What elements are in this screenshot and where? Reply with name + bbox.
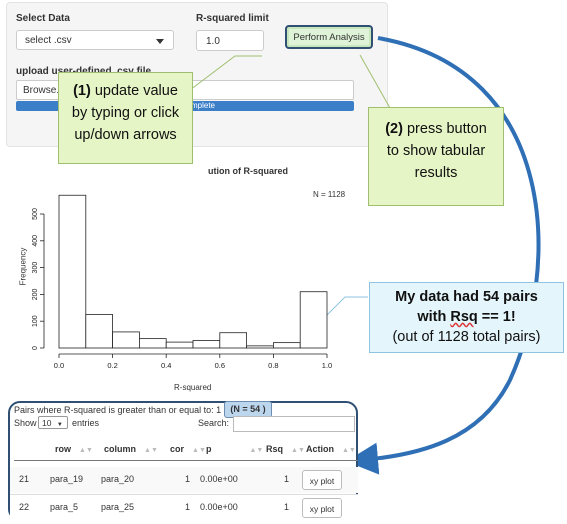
callout1-text2: by typing or click — [71, 105, 180, 121]
row-index: 21 — [19, 474, 30, 484]
header-divider — [14, 460, 358, 461]
col-header-column[interactable]: column ▲▼ — [104, 444, 158, 454]
callout1-text1: update value — [90, 83, 178, 99]
entries-select[interactable]: 10 ▼ — [38, 416, 68, 429]
cell-column: para_20 — [101, 474, 135, 484]
x-tick-label: 1.0 — [322, 361, 332, 370]
table-row: 22 para_5 para_25 1 0.00e+00 1 xy plot — [10, 494, 358, 521]
col-row-label: row — [55, 444, 72, 454]
n-label: N = 1128 — [313, 190, 346, 199]
sort-icon: ▲▼ — [79, 447, 93, 454]
col-header-rsq[interactable]: Rsq ▲▼ — [266, 444, 305, 454]
flow-arrow — [346, 36, 541, 475]
callout2-step: (2) — [385, 121, 403, 137]
y-tick-label: 400 — [32, 235, 39, 247]
histogram-bar — [272, 342, 301, 349]
data-select-value: select .csv — [25, 35, 72, 46]
col-cor-label: cor — [170, 444, 185, 454]
data-select[interactable]: select .csv — [16, 30, 174, 50]
histogram-bar — [58, 194, 87, 349]
perform-analysis-button[interactable]: Perform Analysis — [285, 25, 373, 49]
callout3-rsq: Rsq — [450, 309, 478, 325]
sort-icon: ▲▼ — [144, 447, 158, 454]
callout1-text3: up/down arrows — [74, 127, 177, 143]
callout3-line2: with Rsq == 1! — [370, 307, 563, 327]
col-action-label: Action — [306, 444, 334, 454]
xy-plot-button[interactable]: xy plot — [302, 498, 342, 518]
cell-rsq: 1 — [284, 502, 290, 512]
y-tick-label: 300 — [32, 262, 39, 274]
table-row: 21 para_19 para_20 1 0.00e+00 1 xy plot — [10, 467, 358, 493]
y-tick-label: 500 — [32, 208, 39, 220]
callout-press-button: (2) press button to show tabular results — [368, 107, 504, 206]
col-header-row[interactable]: row ▲▼ — [55, 444, 93, 454]
row-index: 22 — [19, 502, 30, 512]
histogram-bar — [138, 338, 167, 349]
callout-update-value: (1) update value by typing or click up/d… — [58, 72, 193, 164]
table-title: Pairs where R-squared is greater than or… — [14, 405, 222, 415]
y-tick-label: 100 — [32, 315, 39, 327]
histogram-bar — [85, 314, 114, 349]
col-column-label: column — [104, 444, 137, 454]
col-rsq-label: Rsq — [266, 444, 284, 454]
col-p-label: p — [206, 444, 212, 454]
show-label: Show — [14, 418, 37, 428]
chevron-down-icon — [156, 39, 164, 44]
callout3-line2c: == 1! — [477, 309, 516, 325]
histogram-bar — [165, 341, 194, 349]
x-tick-label: 0.2 — [107, 361, 117, 370]
callout2-text3: results — [414, 165, 458, 181]
histogram-bar — [246, 345, 274, 349]
callout2-leader — [359, 54, 391, 109]
histogram-bar — [112, 331, 140, 349]
callout1-leader — [189, 55, 262, 91]
callout3-line1: My data had 54 pairs — [395, 289, 538, 305]
cell-p: 0.00e+00 — [200, 474, 238, 484]
callout3-line3: (out of 1128 total pairs) — [392, 329, 541, 345]
sort-icon: ▲▼ — [291, 447, 305, 454]
cell-p: 0.00e+00 — [200, 502, 238, 512]
rsq-limit-label: R-squared limit — [196, 13, 269, 24]
sort-icon: ▲▼ — [249, 447, 264, 454]
upload-label: upload user-defined .csv file — [16, 66, 151, 77]
x-tick-label: 0.8 — [268, 361, 278, 370]
callout2-text1: press button — [402, 121, 487, 137]
callout1-step: (1) — [73, 83, 91, 99]
y-tick-label: 0 — [32, 346, 39, 350]
browse-button[interactable]: Browse... — [23, 85, 65, 96]
col-header-action[interactable]: Action ▲▼ — [306, 444, 356, 454]
cell-row: para_19 — [50, 474, 84, 484]
select-data-label: Select Data — [16, 13, 70, 24]
entries-value: 10 — [42, 418, 52, 428]
callout2-text2: to show tabular — [386, 143, 486, 159]
callout-result-summary: My data had 54 pairs with Rsq == 1! (out… — [369, 282, 564, 353]
xy-plot-button[interactable]: xy plot — [302, 470, 342, 490]
cell-row: para_5 — [50, 502, 79, 512]
histogram-bar — [299, 291, 328, 349]
histogram-bar — [219, 332, 248, 349]
x-tick-label: 0.0 — [54, 361, 64, 370]
search-label: Search: — [198, 418, 230, 428]
cell-rsq: 1 — [284, 474, 290, 484]
cell-column: para_25 — [101, 502, 135, 512]
caret-down-icon: ▼ — [56, 422, 63, 428]
cell-cor: 1 — [185, 474, 191, 484]
y-tick-label: 200 — [32, 288, 39, 300]
sort-icon: ▲▼ — [192, 447, 206, 454]
search-input[interactable] — [233, 416, 355, 432]
histogram-title: ution of R-squared — [208, 166, 288, 176]
sort-icon: ▲▼ — [342, 447, 356, 454]
histogram-chart: 0 100 200 300 400 500 0.0 0.2 0.4 0.6 0.8 1.0 — [32, 194, 332, 370]
cell-cor: 1 — [185, 502, 191, 512]
histogram-bar — [192, 340, 221, 349]
callout3-line2a: with — [417, 309, 451, 325]
histogram-xlabel: R-squared — [174, 383, 212, 392]
entries-label: entries — [72, 418, 100, 428]
x-tick-label: 0.4 — [161, 361, 171, 370]
rsq-limit-input[interactable]: 1.0 — [196, 30, 264, 51]
col-header-p[interactable]: p ▲▼ — [206, 444, 263, 454]
x-tick-label: 0.6 — [215, 361, 225, 370]
col-header-cor[interactable]: cor ▲▼ — [170, 444, 206, 454]
